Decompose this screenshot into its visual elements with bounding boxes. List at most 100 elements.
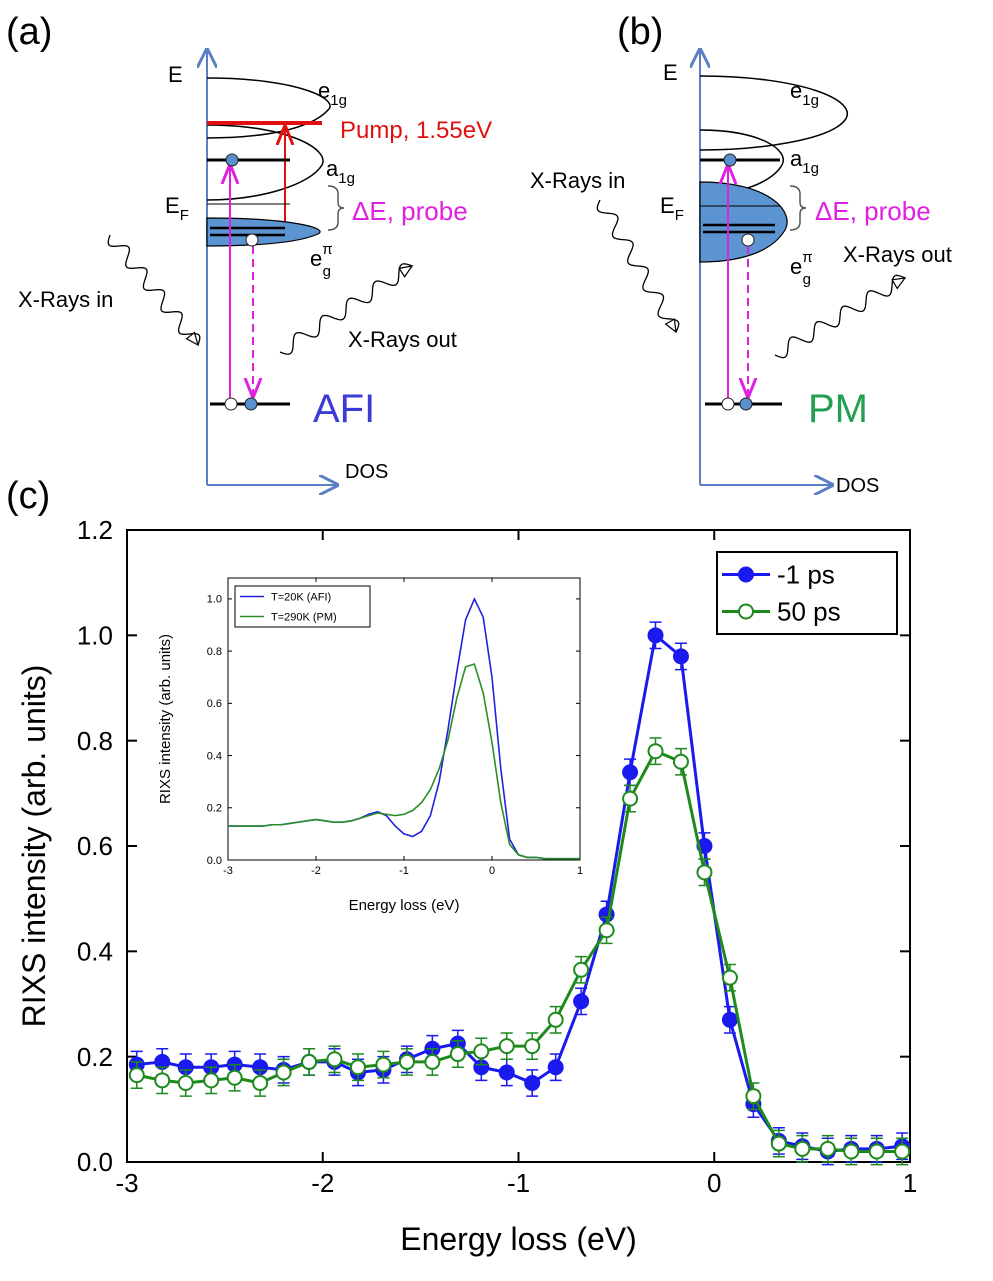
x-tick-label: -2 [311, 865, 321, 877]
y-tick-label: 0.4 [207, 750, 222, 762]
data-point [647, 627, 664, 644]
data-point [326, 1051, 343, 1068]
phase-label: PM [808, 387, 868, 431]
data-point [622, 790, 639, 807]
data-point [375, 1056, 392, 1073]
text: e [318, 78, 330, 103]
data-point [398, 1053, 415, 1070]
data-point [672, 648, 689, 665]
panel-a: (a) E e1g Pump, 1.55eV a1g EF ΔE, probe … [6, 11, 492, 485]
data-point [843, 1143, 860, 1160]
x-axis-title: Energy loss (eV) [349, 897, 460, 914]
text: 1g [330, 92, 347, 109]
x-tick-label: -1 [507, 1168, 530, 1198]
wave-line [774, 274, 906, 359]
x-axis-title: Energy loss (eV) [400, 1221, 637, 1257]
x-tick-label: 1 [903, 1168, 917, 1198]
band-label: a1g [790, 146, 819, 177]
band-label: eπ g [790, 249, 813, 288]
text: 1g [802, 160, 819, 177]
text: g [803, 271, 811, 288]
data-point [721, 969, 738, 986]
data-point [424, 1053, 441, 1070]
y-tick-label: 1.0 [77, 620, 113, 650]
data-point [203, 1072, 220, 1089]
brace [789, 185, 807, 231]
data-point [301, 1053, 318, 1070]
data-point [647, 743, 664, 760]
axis-label: DOS [345, 461, 388, 483]
fermi-label: EF [660, 193, 684, 224]
legend-label: T=290K (PM) [271, 611, 337, 623]
y-tick-label: 1.2 [77, 515, 113, 545]
data-point [547, 1059, 564, 1076]
y-tick-label: 0.0 [207, 855, 222, 867]
data-point [794, 1140, 811, 1157]
filled-band [206, 217, 321, 247]
text: e [790, 254, 802, 279]
text: E [660, 193, 675, 218]
text: g [323, 263, 331, 280]
y-tick-label: 0.2 [77, 1042, 113, 1072]
data-point [473, 1043, 490, 1060]
xray-in-wave [107, 234, 201, 347]
data-point [672, 753, 689, 770]
wave-line [596, 199, 680, 333]
wave-head [664, 318, 677, 334]
x-tick-label: -3 [223, 865, 233, 877]
data-point [252, 1075, 269, 1091]
data-point [745, 1088, 762, 1105]
data-point [275, 1064, 292, 1081]
legend-box [716, 551, 898, 635]
band-lobe [206, 77, 331, 139]
data-point [128, 1067, 145, 1084]
data-point [573, 993, 590, 1010]
xray-label: X-Rays out [843, 242, 952, 267]
xray-in-wave [596, 199, 680, 334]
electron [225, 153, 239, 167]
text: π [322, 241, 332, 258]
panel-b: (b) E e1g a1g X-Rays in EF ΔE, probe eπ g… [530, 11, 952, 497]
probe-label: ΔE, probe [815, 196, 931, 226]
text: a [790, 146, 803, 171]
legend-marker [738, 566, 754, 583]
axis-label: E [663, 60, 678, 85]
panel-label: (c) [6, 475, 50, 517]
text: 1g [338, 170, 355, 187]
x-tick-label: 0 [707, 1168, 721, 1198]
xray-label: X-Rays in [530, 168, 625, 193]
data-point [547, 1011, 564, 1028]
data-point [819, 1140, 836, 1157]
y-tick-label: 0.4 [77, 936, 113, 966]
data-point [868, 1143, 885, 1160]
data-point [449, 1046, 466, 1063]
legend-label: -1 ps [777, 560, 835, 590]
y-tick-label: 1.0 [207, 594, 222, 606]
electron [723, 153, 737, 167]
x-tick-label: -3 [115, 1168, 138, 1198]
y-axis-title: RIXS intensity (arb. units) [16, 665, 52, 1028]
text: e [310, 246, 322, 271]
xray-label: X-Rays in [18, 287, 113, 312]
data-point [598, 922, 615, 939]
data-point [524, 1038, 541, 1055]
y-tick-label: 0.6 [77, 831, 113, 861]
band-label: e1g [790, 78, 819, 109]
y-axis-title: RIXS intensity (arb. units) [157, 634, 174, 804]
wave-head [891, 277, 907, 290]
x-tick-label: -2 [311, 1168, 334, 1198]
hole [741, 233, 755, 247]
text: 1g [802, 92, 819, 109]
y-tick-label: 0.6 [207, 698, 222, 710]
xray-out-wave [774, 274, 907, 359]
legend-box [234, 585, 371, 628]
band-lobe [699, 75, 848, 151]
data-point [894, 1143, 911, 1160]
text: a [326, 156, 339, 181]
data-point [177, 1075, 194, 1091]
band-label: eπ g [310, 241, 333, 280]
probe-label: ΔE, probe [352, 196, 468, 226]
data-point [770, 1135, 787, 1152]
data-point [349, 1059, 366, 1076]
